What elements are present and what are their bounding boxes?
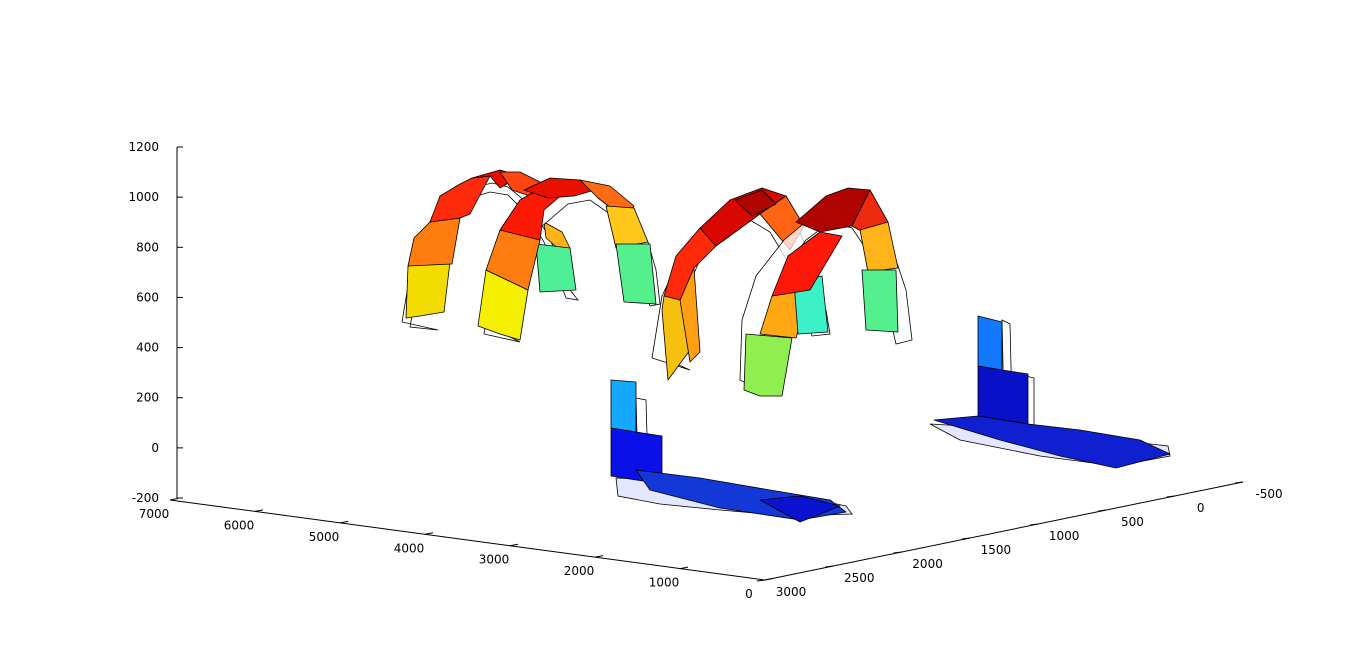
z-tick-label: 0 bbox=[151, 441, 159, 455]
y-axis-ticks: 7000 6000 5000 4000 3000 2000 1000 0 bbox=[139, 498, 774, 601]
y-tick-mark bbox=[169, 498, 179, 501]
z-tick-label: 800 bbox=[136, 240, 159, 254]
y-tick-label: 6000 bbox=[224, 518, 255, 532]
arch-2 bbox=[477, 177, 661, 343]
arch-2-patch bbox=[615, 243, 657, 305]
x-tick-label: 3000 bbox=[776, 585, 807, 599]
z-tick-label: 400 bbox=[136, 341, 159, 355]
x-tick-mark bbox=[893, 551, 902, 554]
arch-2-patch bbox=[605, 205, 649, 249]
x-tick-mark bbox=[756, 579, 766, 582]
arch-4-patch bbox=[861, 269, 899, 333]
l-wall-2 bbox=[929, 315, 1171, 469]
x-tick-label: 2500 bbox=[844, 571, 875, 585]
x-axis-line bbox=[764, 481, 1244, 581]
l-wall-1 bbox=[610, 379, 853, 523]
y-tick-mark bbox=[509, 543, 519, 547]
arch-4-patch bbox=[771, 231, 843, 297]
y-tick-mark bbox=[764, 578, 774, 581]
y-tick-mark bbox=[339, 520, 349, 524]
y-tick-mark bbox=[594, 555, 604, 558]
y-tick-label: 3000 bbox=[479, 553, 510, 567]
l-wall-2-patch bbox=[933, 415, 1171, 469]
y-tick-label: 1000 bbox=[649, 576, 680, 590]
x-tick-label: 0 bbox=[1197, 501, 1205, 515]
x-tick-label: 2000 bbox=[912, 557, 943, 571]
y-tick-label: 5000 bbox=[309, 530, 340, 544]
arch-4-patch bbox=[743, 333, 793, 397]
x-tick-mark bbox=[1030, 523, 1039, 526]
arch-4 bbox=[739, 187, 913, 397]
arch-1-patch bbox=[535, 243, 577, 293]
x-tick-mark bbox=[1098, 509, 1107, 512]
z-tick-label: 1000 bbox=[128, 190, 159, 204]
l-wall-2-patch bbox=[977, 315, 1003, 371]
l-wall-2-patch bbox=[977, 365, 1029, 425]
arch-4-patch bbox=[859, 221, 899, 273]
arch-1-patch bbox=[405, 261, 451, 319]
y-axis-line bbox=[169, 499, 766, 581]
x-tick-label: 1000 bbox=[1049, 529, 1080, 543]
arch-2-patch bbox=[477, 269, 529, 341]
y-tick-mark bbox=[679, 566, 689, 570]
arch-3-patch bbox=[734, 189, 777, 217]
l-wall-1-patch bbox=[759, 495, 841, 523]
x-tick-mark bbox=[1234, 481, 1244, 484]
z-tick-label: 1200 bbox=[128, 140, 159, 154]
x-tick-label: -500 bbox=[1255, 487, 1282, 501]
x-tick-mark bbox=[961, 537, 970, 540]
z-tick-label: 200 bbox=[136, 391, 159, 405]
x-tick-mark bbox=[825, 565, 834, 568]
z-tick-label: -200 bbox=[132, 491, 159, 505]
x-tick-label: 500 bbox=[1121, 515, 1144, 529]
y-tick-label: 7000 bbox=[139, 507, 170, 521]
z-axis-ticks: -200 0 200 400 600 800 1000 1200 bbox=[128, 140, 183, 505]
x-axis-ticks: 3000 2500 2000 1500 1000 500 0 -500 bbox=[756, 481, 1283, 599]
y-tick-label: 2000 bbox=[564, 564, 595, 578]
y-tick-label: 4000 bbox=[394, 541, 425, 555]
y-tick-label: 0 bbox=[745, 587, 753, 601]
arch-1-patch bbox=[429, 175, 491, 223]
y-tick-mark bbox=[424, 532, 434, 535]
x-tick-label: 1500 bbox=[981, 543, 1012, 557]
l-wall-1-patch bbox=[610, 427, 663, 485]
y-tick-mark bbox=[254, 509, 264, 512]
arch-1-patch bbox=[407, 217, 461, 267]
l-wall-1-patch bbox=[610, 379, 637, 433]
x-tick-mark bbox=[1166, 495, 1175, 498]
z-tick-label: 600 bbox=[136, 290, 159, 304]
